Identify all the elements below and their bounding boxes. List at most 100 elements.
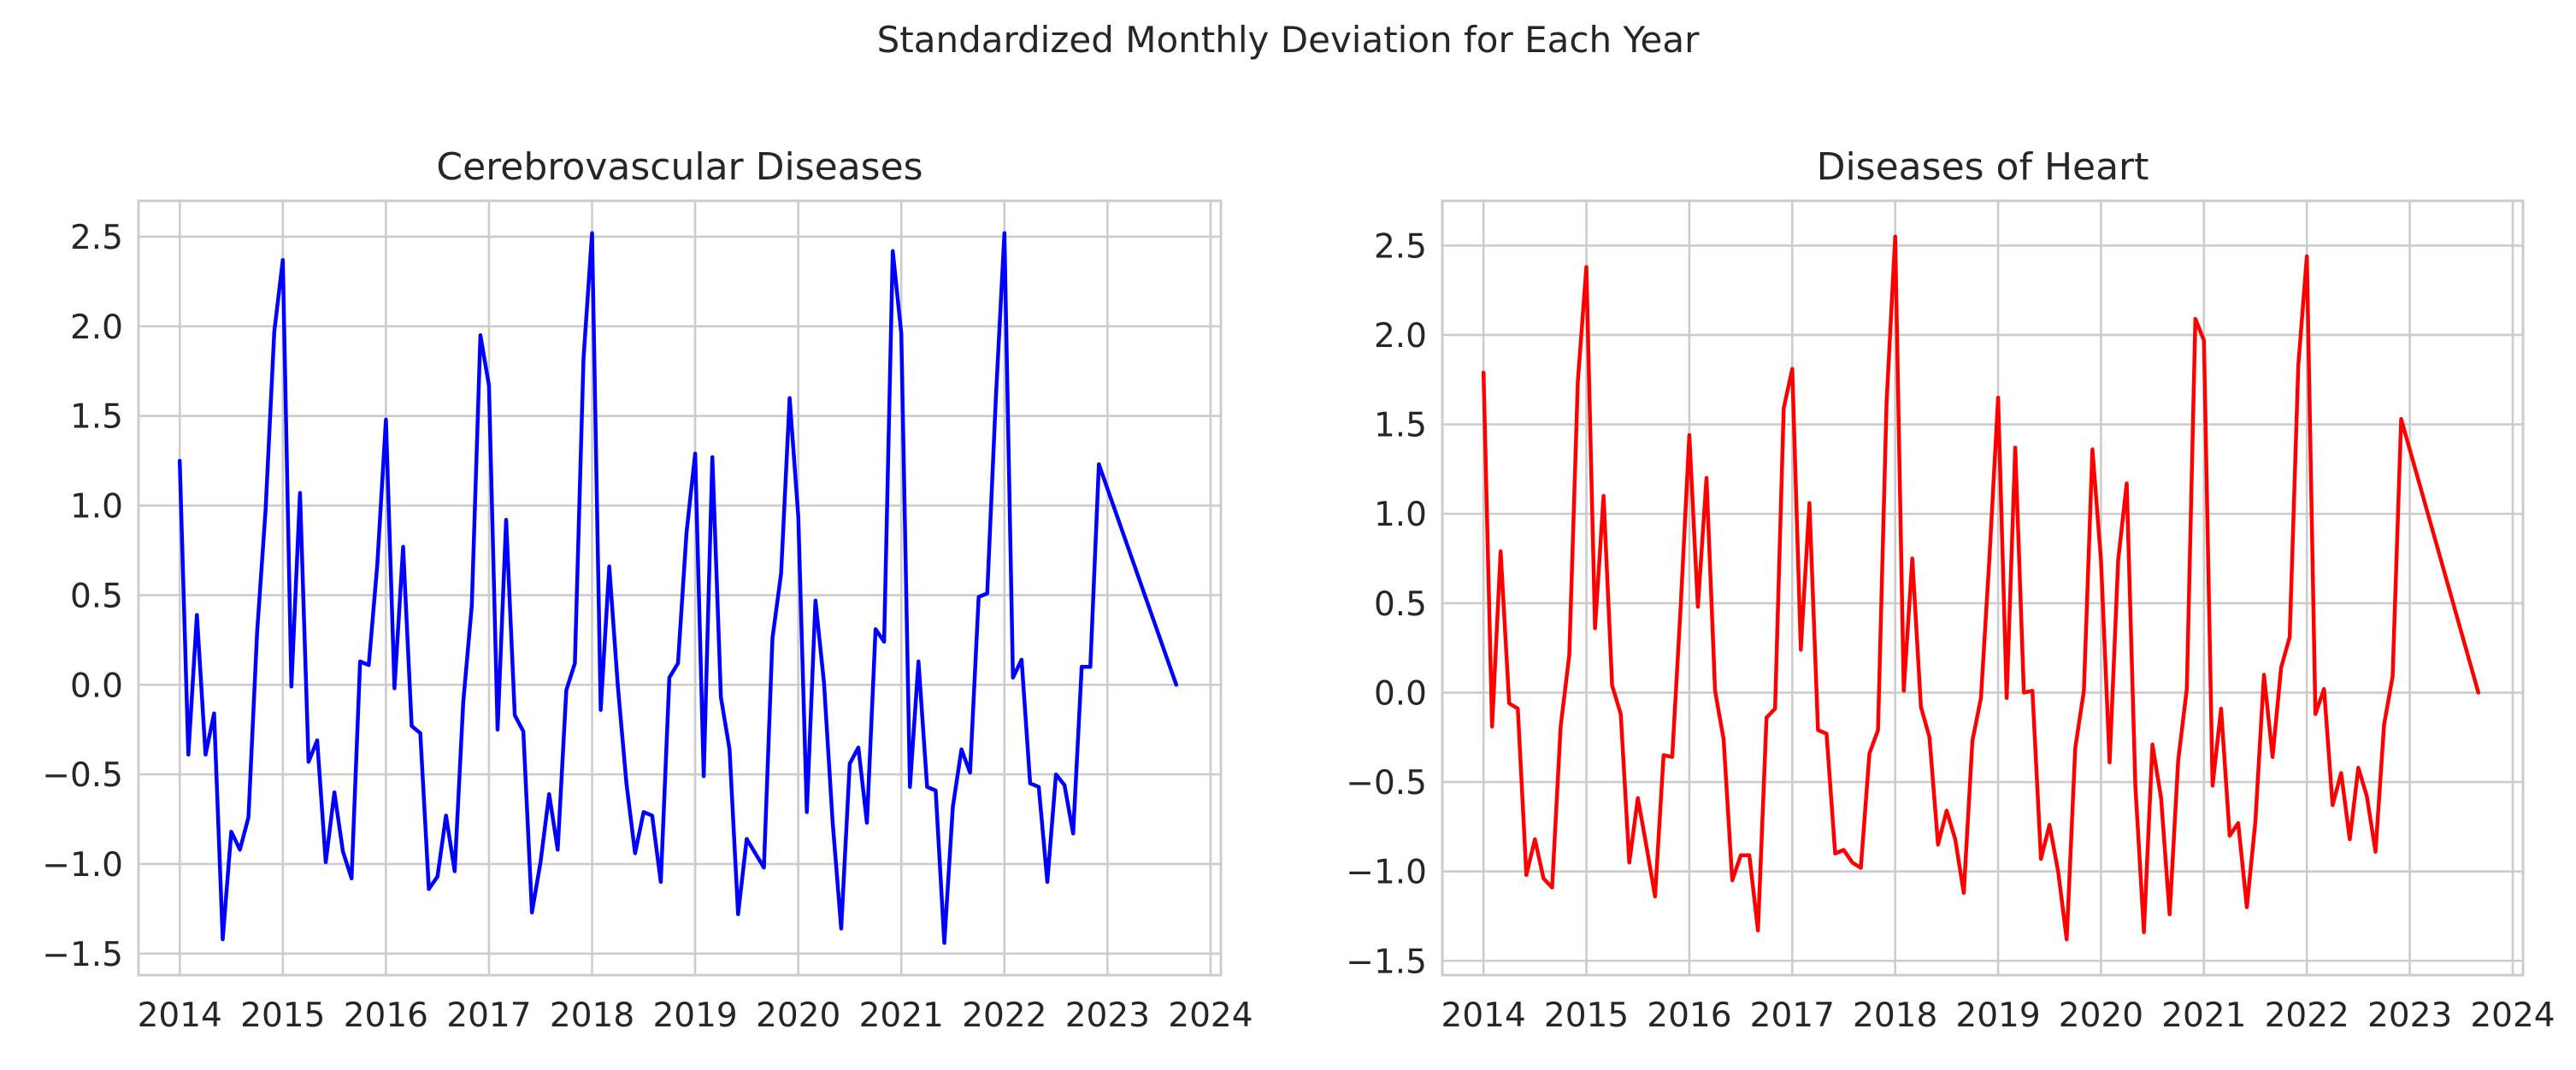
data-point [521,729,526,734]
data-point [194,612,199,617]
data-point [856,745,861,750]
data-point [1927,735,1932,740]
data-point [1798,647,1803,652]
data-point [752,850,757,855]
data-point [822,680,827,685]
data-point [529,910,534,915]
data-point [1738,853,1743,858]
data-point [2244,904,2249,909]
data-point [616,684,621,689]
data-point [667,675,672,680]
data-point [1670,755,1675,760]
data-point [1558,724,1563,729]
data-point [2116,558,2121,563]
data-point [899,331,904,336]
data-point [598,708,604,713]
x-tick-label: 2024 [2470,997,2555,1035]
data-point [839,926,844,931]
data-point [1593,626,1598,631]
data-point [1764,715,1769,720]
data-point [2159,796,2164,801]
data-point [1524,873,1529,878]
data-point [941,940,946,945]
data-point [770,636,775,641]
data-point [323,860,328,865]
y-tick-label: −1.0 [42,846,123,885]
data-point [2133,783,2138,788]
figure-title: Standardized Monthly Deviation for Each … [876,19,1700,61]
data-point [1910,556,1915,561]
data-point [2227,833,2232,838]
data-point [1807,501,1812,506]
data-point [907,785,912,790]
x-tick-label: 2017 [446,997,531,1035]
x-tick-label: 2018 [550,997,634,1035]
y-tick-label: 0.5 [70,577,123,615]
data-point [2013,445,2018,450]
x-tick-label: 2015 [1544,997,1629,1035]
x-tick-label: 2017 [1750,997,1835,1035]
data-point [1995,395,2001,400]
y-tick-label: 1.5 [70,398,123,437]
data-point [924,785,929,790]
data-point [374,562,380,567]
data-point [805,809,810,814]
data-point [847,761,852,767]
data-point [1481,370,1486,375]
data-point [2064,937,2069,942]
data-point [2278,665,2284,670]
data-point [2107,760,2112,765]
data-point [779,571,784,576]
data-point [504,517,509,522]
y-tick-label: −0.5 [42,756,123,795]
data-point [495,727,500,732]
data-point [1498,549,1503,554]
data-point [1893,234,1898,239]
y-tick-label: 1.5 [1374,407,1427,445]
data-point [2125,481,2130,486]
data-point [1070,831,1076,836]
data-point [1653,894,1658,899]
data-point [1730,878,1735,883]
data-point [1832,851,1837,856]
panel-heart: 2014 2015 2016 2017 2018 2019 2020 2021 2022 2023… [1346,145,2555,1035]
data-point [2261,672,2267,677]
data-point [349,876,354,881]
data-point [951,804,956,809]
data-point [315,738,320,743]
data-point [400,544,405,550]
data-point [1841,848,1846,853]
x-tick-label: 2020 [2059,997,2143,1035]
data-point [1919,704,1924,709]
data-point [2193,316,2198,321]
data-point [1489,724,1494,729]
data-point [1789,367,1795,372]
data-point [2150,742,2155,747]
data-point [2390,674,2396,679]
data-point [1755,928,1760,933]
data-point [959,747,964,752]
data-point [220,937,225,942]
data-point [2338,771,2343,776]
x-tick-label: 2019 [1955,997,2040,1035]
y-tick-label: 0.0 [1374,674,1427,713]
data-point [238,847,243,852]
y-tick-label: 0.5 [1374,585,1427,624]
data-point [710,455,715,460]
y-tick-label: 2.5 [70,219,123,257]
plot-frame [1441,199,2525,977]
data-point [1944,808,1949,814]
x-tick-label: 2014 [138,997,222,1035]
data-point [2090,447,2095,452]
data-point [813,598,818,603]
data-point [2321,686,2326,691]
x-tick-label: 2024 [1168,997,1253,1035]
data-point [1036,785,1041,790]
data-point [2176,758,2181,763]
data-point [1970,738,1975,744]
data-point [1627,860,1632,865]
data-point [546,791,551,797]
data-point [2055,869,2060,874]
data-point [633,850,638,855]
